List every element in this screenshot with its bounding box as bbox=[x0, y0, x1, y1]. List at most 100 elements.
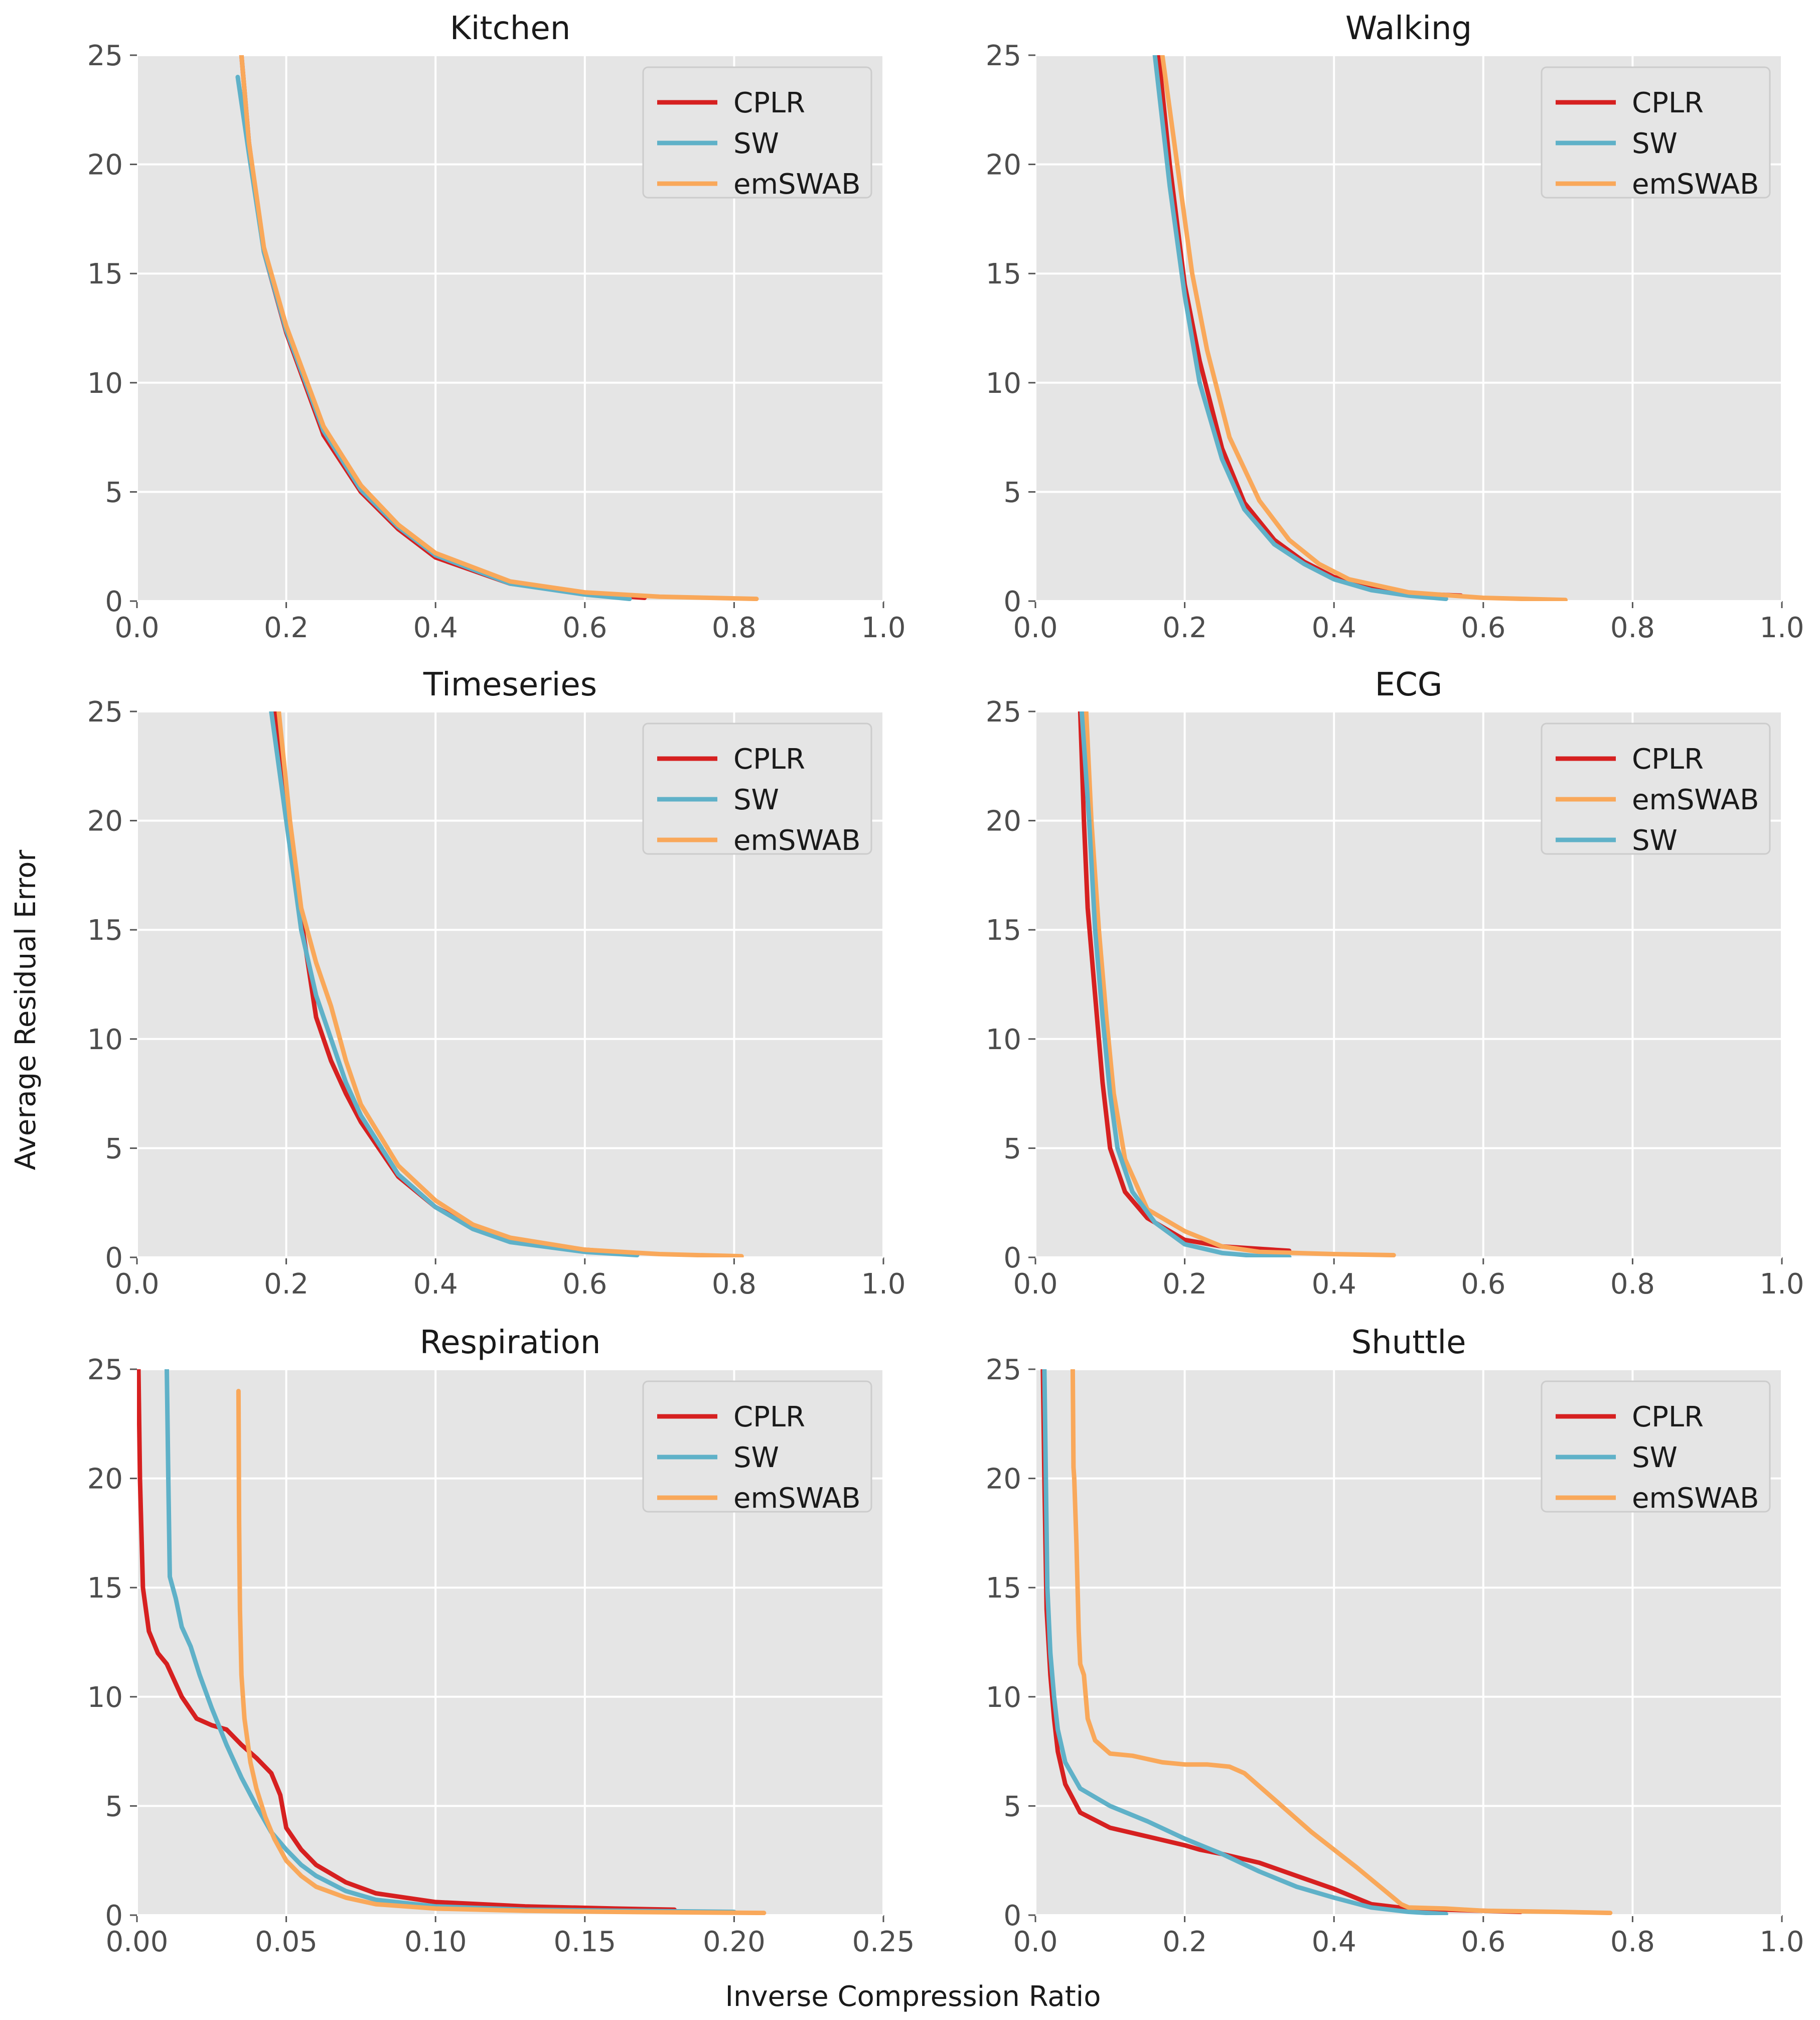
legend-label-cplr: CPLR bbox=[1632, 743, 1704, 776]
x-tick-label: 0.8 bbox=[1610, 1926, 1655, 1958]
legend-label-cplr: CPLR bbox=[733, 743, 805, 776]
x-tick-label: 0.2 bbox=[264, 1268, 309, 1301]
x-tick-label: 0.0 bbox=[114, 1268, 159, 1301]
y-tick-label: 5 bbox=[1003, 476, 1021, 509]
y-tick-label: 15 bbox=[986, 1572, 1021, 1605]
legend-label-sw: SW bbox=[1632, 824, 1678, 857]
legend-label-emswab: emSWAB bbox=[1632, 168, 1759, 201]
legend-label-emswab: emSWAB bbox=[733, 168, 861, 201]
series-line-cplr bbox=[137, 1369, 677, 1912]
figure-xlabel: Inverse Compression Ratio bbox=[725, 1980, 1101, 2013]
y-tick-label: 10 bbox=[87, 1681, 123, 1714]
x-tick-label: 0.2 bbox=[1162, 1926, 1207, 1958]
legend-label-sw: SW bbox=[733, 784, 779, 816]
legend-box bbox=[1541, 66, 1771, 199]
x-tick-label: 0.6 bbox=[562, 612, 607, 644]
chart-respiration: 0.00 0.05 0.10 0.15 0.20 0.25 0 5 10 15 20 25 Respir… bbox=[87, 1324, 915, 1958]
x-tick-label: 0.2 bbox=[1162, 1268, 1207, 1301]
y-tick-label: 20 bbox=[87, 149, 123, 182]
y-tick-label: 10 bbox=[87, 367, 123, 400]
x-tick-label: 1.0 bbox=[1759, 612, 1804, 644]
x-tick-label: 0.6 bbox=[1461, 612, 1505, 644]
x-tick-label: 0.8 bbox=[1610, 1268, 1655, 1301]
y-tick-label: 10 bbox=[87, 1024, 123, 1056]
figure-ylabel: Average Residual Error bbox=[10, 849, 42, 1171]
legend-label-sw: SW bbox=[733, 1441, 779, 1474]
series-line-emswab bbox=[276, 711, 744, 1257]
x-tick-label: 0.4 bbox=[1312, 612, 1356, 644]
legend-box bbox=[642, 66, 872, 199]
y-tick-label: 10 bbox=[986, 367, 1021, 400]
y-tick-label: 15 bbox=[87, 1572, 123, 1605]
legend-label-sw: SW bbox=[1632, 1441, 1678, 1474]
legend-label-cplr: CPLR bbox=[733, 1401, 805, 1433]
x-tick-label: 0.0 bbox=[1013, 612, 1057, 644]
y-tick-label: 5 bbox=[1003, 1132, 1021, 1165]
series-line-emswab bbox=[1070, 1369, 1613, 1915]
y-tick-label: 25 bbox=[87, 40, 123, 72]
x-tick-label: 0.20 bbox=[703, 1926, 766, 1958]
legend-box bbox=[642, 723, 872, 855]
x-tick-label: 0.6 bbox=[1461, 1268, 1505, 1301]
y-tick-label: 15 bbox=[986, 258, 1021, 291]
x-tick-label: 0.4 bbox=[1312, 1268, 1356, 1301]
y-tick-label: 25 bbox=[87, 696, 123, 729]
y-tick-label: 5 bbox=[105, 476, 123, 509]
y-tick-label: 20 bbox=[87, 805, 123, 838]
x-tick-label: 0.15 bbox=[553, 1926, 616, 1958]
chart-title: Kitchen bbox=[450, 10, 571, 47]
series-line-emswab bbox=[236, 1389, 767, 1915]
y-tick-label: 0 bbox=[1003, 586, 1021, 618]
x-tick-label: 0.0 bbox=[1013, 1926, 1057, 1958]
x-tick-label: 0.4 bbox=[413, 1268, 458, 1301]
legend-box bbox=[1541, 723, 1771, 855]
legend-label-sw: SW bbox=[733, 127, 779, 160]
y-tick-label: 20 bbox=[986, 149, 1021, 182]
x-tick-label: 0.05 bbox=[255, 1926, 318, 1958]
x-tick-label: 0.2 bbox=[1162, 612, 1207, 644]
x-tick-label: 0.6 bbox=[1461, 1926, 1505, 1958]
chart-title: Shuttle bbox=[1351, 1324, 1466, 1361]
series-line-sw bbox=[1079, 711, 1292, 1257]
x-tick-label: 1.0 bbox=[1759, 1926, 1804, 1958]
legend-box bbox=[1541, 1380, 1771, 1513]
legend-label-sw: SW bbox=[1632, 127, 1678, 160]
legend-label-emswab: emSWAB bbox=[733, 824, 861, 857]
chart-timeseries: 0.0 0.2 0.4 0.6 0.8 1.0 0 5 10 15 20 25 Timeseries CP… bbox=[87, 666, 906, 1301]
x-tick-label: 0.0 bbox=[1013, 1268, 1057, 1301]
legend-label-cplr: CPLR bbox=[1632, 87, 1704, 119]
chart-ecg: 0.0 0.2 0.4 0.6 0.8 1.0 0 5 10 15 20 25 ECG CPLR emSWA… bbox=[986, 666, 1804, 1301]
series-line-cplr bbox=[1078, 711, 1292, 1253]
y-tick-label: 20 bbox=[87, 1463, 123, 1496]
chart-kitchen: 0.0 0.2 0.4 0.6 0.8 1.0 0 5 10 15 20 25 Kitchen CPLR S… bbox=[87, 10, 906, 644]
x-tick-label: 1.0 bbox=[861, 1268, 905, 1301]
y-tick-label: 25 bbox=[986, 696, 1021, 729]
y-tick-label: 0 bbox=[1003, 1242, 1021, 1274]
x-tick-label: 0.6 bbox=[562, 1268, 607, 1301]
series-line-emswab bbox=[1084, 711, 1396, 1257]
chart-title: Walking bbox=[1345, 10, 1472, 47]
y-tick-label: 15 bbox=[986, 914, 1021, 947]
chart-title: ECG bbox=[1375, 666, 1443, 703]
series-line-sw bbox=[1042, 1369, 1448, 1915]
x-tick-label: 0.8 bbox=[712, 1268, 756, 1301]
chart-walking: 0.0 0.2 0.4 0.6 0.8 1.0 0 5 10 15 20 25 Walking CPLR S… bbox=[986, 10, 1804, 644]
y-tick-label: 15 bbox=[87, 914, 123, 947]
y-tick-label: 10 bbox=[986, 1681, 1021, 1714]
x-tick-label: 0.10 bbox=[404, 1926, 467, 1958]
y-tick-label: 25 bbox=[87, 1354, 123, 1386]
legend-label-emswab: emSWAB bbox=[1632, 1482, 1759, 1515]
x-tick-label: 0.4 bbox=[1312, 1926, 1356, 1958]
y-tick-label: 0 bbox=[105, 1900, 123, 1932]
x-tick-label: 0.25 bbox=[852, 1926, 915, 1958]
y-tick-label: 15 bbox=[87, 258, 123, 291]
legend-label-emswab: emSWAB bbox=[733, 1482, 861, 1515]
series-line-sw bbox=[1152, 55, 1448, 601]
series-line-emswab bbox=[239, 55, 759, 601]
x-tick-label: 0.00 bbox=[106, 1926, 169, 1958]
chart-shuttle: 0.0 0.2 0.4 0.6 0.8 1.0 0 5 10 15 20 25 Shuttle CPLR S… bbox=[986, 1324, 1804, 1958]
legend-label-cplr: CPLR bbox=[733, 87, 805, 119]
series-line-sw bbox=[269, 711, 640, 1257]
y-tick-label: 10 bbox=[986, 1024, 1021, 1056]
